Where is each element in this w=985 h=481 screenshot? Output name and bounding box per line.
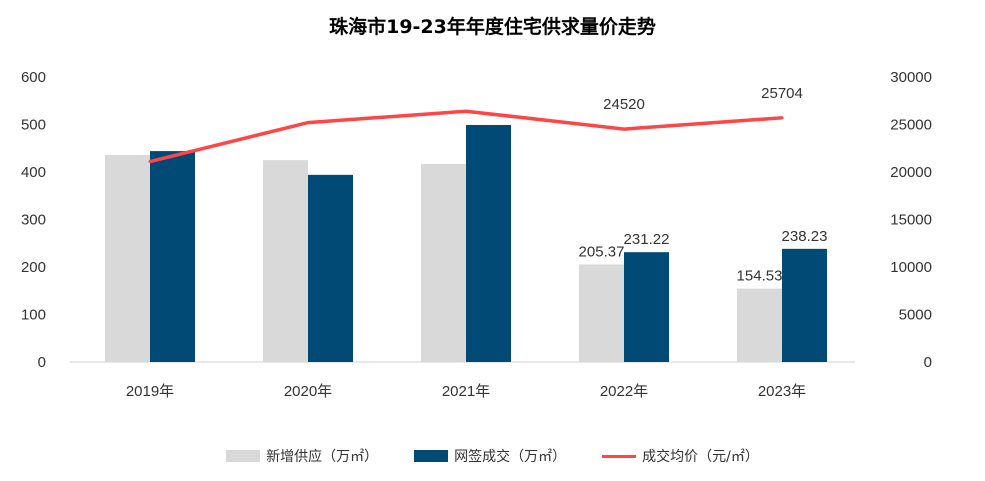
price-point xyxy=(780,116,784,120)
price-point xyxy=(622,127,626,131)
data-label: 205.37 xyxy=(579,243,625,260)
legend-item-supply: 新增供应（万㎡） xyxy=(226,446,378,466)
bar-deals xyxy=(466,124,511,362)
left-tick-label: 0 xyxy=(38,354,46,371)
right-tick-label: 30000 xyxy=(890,69,932,86)
bar-deals xyxy=(782,248,827,362)
bar-deals xyxy=(624,252,669,362)
x-tick-label: 2021年 xyxy=(442,383,490,400)
left-tick-label: 600 xyxy=(21,69,46,86)
legend-swatch xyxy=(414,450,449,462)
left-tick-label: 300 xyxy=(21,212,46,229)
right-tick-label: 10000 xyxy=(890,259,932,276)
data-label: 154.53 xyxy=(737,268,783,285)
price-point xyxy=(306,121,310,125)
price-point xyxy=(148,160,152,164)
bar-supply xyxy=(737,288,782,362)
left-tick-label: 100 xyxy=(21,307,46,324)
data-label: 238.23 xyxy=(782,228,828,245)
left-tick-label: 500 xyxy=(21,117,46,134)
bar-supply xyxy=(579,264,624,362)
data-label: 25704 xyxy=(761,85,803,102)
x-tick-label: 2020年 xyxy=(284,383,332,400)
right-tick-label: 25000 xyxy=(890,117,932,134)
legend-item-deals: 网签成交（万㎡） xyxy=(414,446,566,466)
data-label: 231.22 xyxy=(624,231,670,248)
left-tick-label: 200 xyxy=(21,259,46,276)
legend-label: 新增供应（万㎡） xyxy=(266,449,379,465)
legend: 新增供应（万㎡） 网签成交（万㎡） 成交均价（元/㎡） xyxy=(0,446,985,466)
bar-deals xyxy=(308,174,353,362)
right-tick-label: 15000 xyxy=(890,212,932,229)
legend-item-price: 成交均价（元/㎡） xyxy=(602,446,759,466)
chart-title: 珠海市19-23年年度住宅供求量价走势 xyxy=(329,16,656,38)
bar-supply xyxy=(263,160,308,362)
right-tick-label: 5000 xyxy=(899,307,932,324)
x-tick-label: 2023年 xyxy=(758,383,806,400)
data-label: 24520 xyxy=(603,96,645,113)
legend-label: 成交均价（元/㎡） xyxy=(642,449,759,465)
right-tick-label: 0 xyxy=(924,354,932,371)
legend-swatch xyxy=(226,450,261,462)
legend-label: 网签成交（万㎡） xyxy=(454,449,567,465)
price-point xyxy=(464,109,468,113)
bar-supply xyxy=(105,154,150,362)
right-tick-label: 20000 xyxy=(890,164,932,181)
left-tick-label: 400 xyxy=(21,164,46,181)
x-tick-label: 2022年 xyxy=(600,383,648,400)
legend-swatch xyxy=(602,454,637,458)
bar-supply xyxy=(421,163,466,362)
x-tick-label: 2019年 xyxy=(126,383,174,400)
bar-deals xyxy=(150,151,195,362)
